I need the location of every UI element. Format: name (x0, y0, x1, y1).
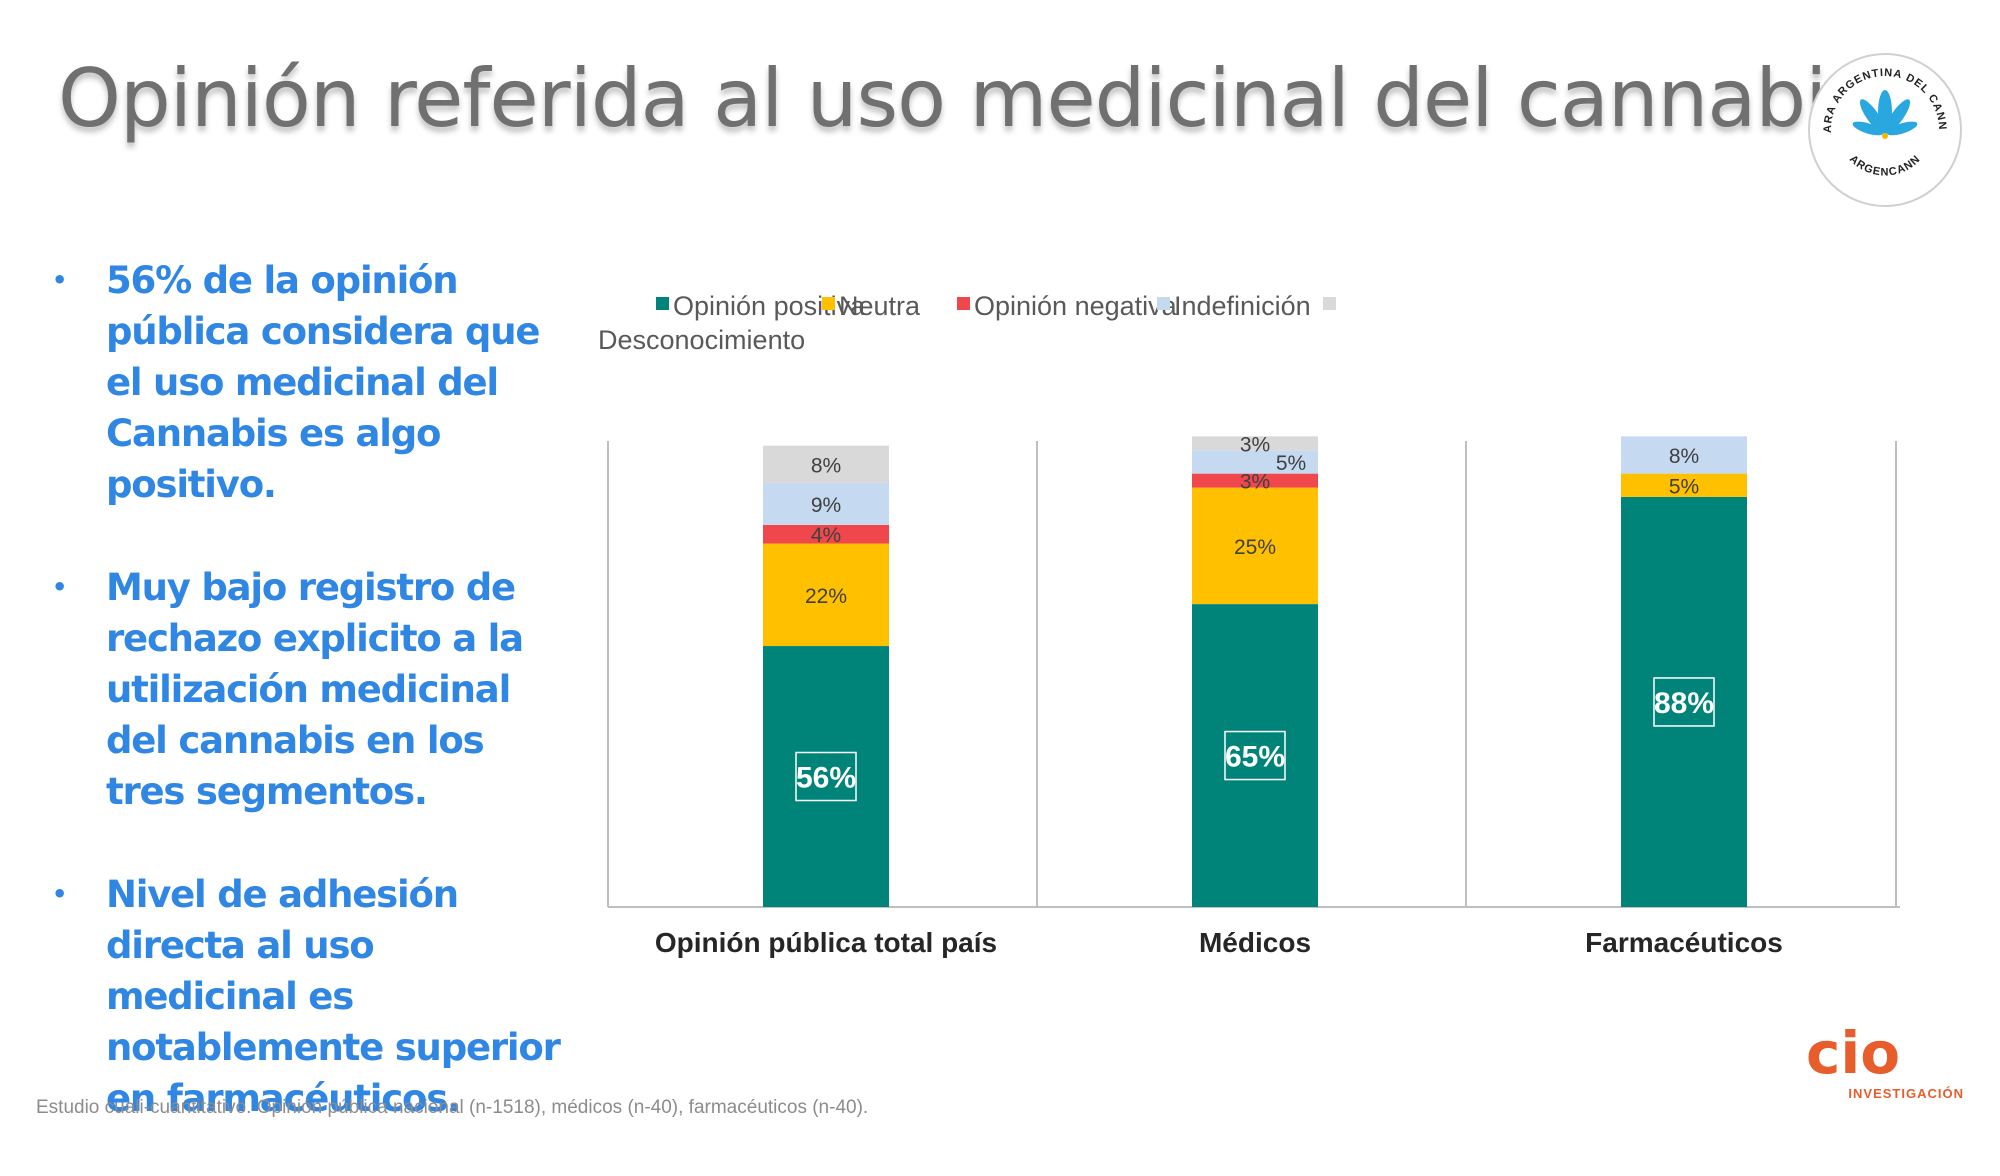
legend-swatch-unknown (1323, 297, 1336, 310)
data-label-neutral-1: 25% (1234, 536, 1276, 559)
cannabis-leaf-icon (1852, 90, 1918, 139)
bullet-item: • 56% de la opinión pública considera que… (48, 255, 568, 510)
bullet-item: • Muy bajo registro de rechazo explicito … (48, 562, 568, 817)
bar-undefined-1 (1192, 450, 1318, 474)
data-label-box-2 (1653, 677, 1715, 727)
bar-unknown-1 (1192, 436, 1318, 451)
data-label-negative-0: 4% (811, 524, 841, 547)
bullet-dot: • (52, 266, 67, 294)
legend-label-negative: Opinión negativa (974, 291, 1178, 321)
bullet-dot: • (52, 880, 67, 908)
footnote: Estudio cuali-cuantitativo. Opinión públ… (36, 1097, 869, 1118)
argencann-logo: CAMARA ARGENTINA DEL CANNABIS ARGENCANN (1805, 50, 1962, 207)
data-label-undefined-2: 8% (1669, 445, 1699, 468)
bullet-list: • 56% de la opinión pública considera que… (48, 255, 568, 1176)
cio-logo: cio INVESTIGACIÓN (1806, 1025, 1964, 1101)
bar-neutral-2 (1621, 473, 1747, 497)
data-label-unknown-1: 3% (1240, 433, 1270, 456)
bar-positive-1 (1192, 604, 1318, 907)
legend-label-positive: Opinión positiva (673, 291, 866, 321)
bar-undefined-2 (1621, 436, 1747, 474)
bar-positive-2 (1621, 496, 1747, 907)
data-label-undefined-1: 5% (1276, 452, 1306, 475)
data-label-positive-0: 56% (796, 762, 856, 795)
data-label-neutral-2: 5% (1669, 475, 1699, 498)
cio-logo-subtitle: INVESTIGACIÓN (1848, 1086, 1964, 1101)
x-tick-label-1: Médicos (1199, 927, 1311, 958)
data-label-box-1 (1224, 730, 1286, 781)
bullet-item: • Nivel de adhesión directa al uso medici… (48, 869, 568, 1124)
legend-swatch-negative (957, 297, 970, 310)
page-title: Opinión referida al uso medicinal del ca… (58, 52, 1868, 145)
legend-swatch-positive (656, 297, 669, 310)
data-label-box-0 (795, 751, 857, 802)
bar-negative-1 (1192, 473, 1318, 488)
data-label-positive-2: 88% (1654, 687, 1714, 720)
bar-positive-0 (763, 646, 889, 907)
data-label-undefined-0: 9% (811, 494, 841, 517)
legend-swatch-neutral (822, 297, 835, 310)
bar-undefined-0 (763, 482, 889, 525)
legend-label-unknown: Desconocimiento (598, 325, 805, 355)
bar-unknown-0 (763, 445, 889, 483)
legend-label-neutral: Neutra (839, 291, 921, 321)
bar-neutral-0 (763, 543, 889, 647)
bar-neutral-1 (1192, 487, 1318, 605)
bullet-text: Muy bajo registro de rechazo explicito a… (106, 566, 524, 813)
legend-swatch-undefined (1157, 297, 1170, 310)
data-label-neutral-0: 22% (805, 585, 847, 608)
legend-label-undefined: Indefinición (1174, 291, 1311, 321)
bullet-text: Nivel de adhesión directa al uso medicin… (106, 873, 561, 1120)
data-label-positive-1: 65% (1225, 741, 1285, 774)
data-label-negative-1: 3% (1240, 471, 1270, 494)
x-tick-label-2: Farmacéuticos (1585, 927, 1783, 958)
data-label-unknown-0: 8% (811, 454, 841, 477)
bullet-dot: • (52, 573, 67, 601)
cio-logo-word: cio (1806, 1025, 1900, 1087)
bar-negative-0 (763, 524, 889, 544)
x-tick-label-0: Opinión pública total país (655, 927, 997, 958)
bullet-text: 56% de la opinión pública considera que … (106, 259, 540, 506)
